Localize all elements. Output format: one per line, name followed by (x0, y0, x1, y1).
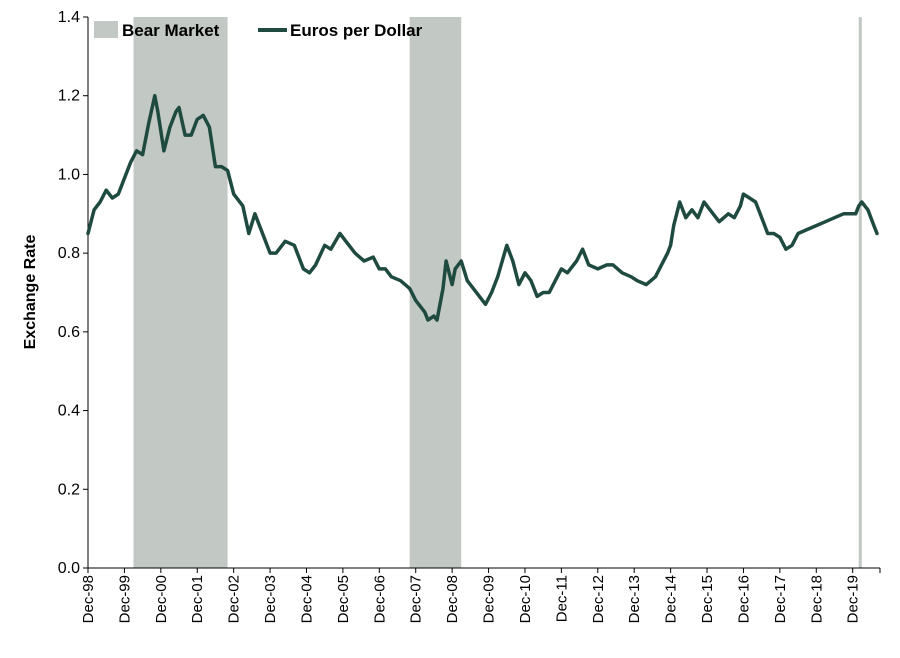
x-tick-label: Dec-16 (735, 575, 752, 623)
x-tick-label: Dec-14 (663, 575, 680, 623)
x-tick-label: Dec-08 (444, 575, 461, 623)
bear-market-band-1 (133, 17, 228, 568)
y-tick-label: 1.2 (58, 88, 80, 105)
x-tick-label: Dec-12 (590, 575, 607, 623)
x-tick-label: Dec-05 (335, 575, 352, 623)
x-tick-label: Dec-01 (189, 575, 206, 623)
x-tick-label: Dec-98 (80, 575, 97, 623)
x-tick-label: Dec-13 (626, 575, 643, 623)
y-tick-label: 1.4 (58, 9, 80, 26)
x-tick-label: Dec-00 (153, 575, 170, 623)
legend-euros-per-dollar-label: Euros per Dollar (290, 21, 423, 40)
y-tick-label: 0.8 (58, 245, 80, 262)
x-tick-label: Dec-06 (371, 575, 388, 623)
x-tick-label: Dec-02 (226, 575, 243, 623)
x-tick-label: Dec-11 (553, 575, 570, 622)
series-layer (86, 93, 879, 322)
x-tick-label: Dec-15 (699, 575, 716, 623)
y-tick-label: 0.2 (58, 481, 80, 498)
x-tick-label: Dec-17 (772, 575, 789, 623)
legend-bear-market-label: Bear Market (122, 21, 220, 40)
x-tick-label: Dec-99 (116, 575, 133, 623)
bear-market-shading (133, 17, 862, 568)
x-tick-label: Dec-09 (481, 575, 498, 623)
bear-market-band-3 (858, 17, 862, 568)
bear-market-band-2 (409, 17, 462, 568)
x-tick-label: Dec-19 (845, 575, 862, 623)
legend: Bear Market Euros per Dollar (94, 21, 423, 40)
x-tick-label: Dec-04 (298, 575, 315, 623)
x-tick-label: Dec-10 (517, 575, 534, 623)
y-axis-label: Exchange Rate (22, 235, 39, 350)
y-tick-label: 0.4 (58, 403, 80, 420)
legend-bear-market-swatch (94, 21, 118, 38)
x-tick-label: Dec-07 (408, 575, 425, 623)
x-tick-label: Dec-18 (808, 575, 825, 623)
series-line-euros-per-dollar (86, 93, 879, 322)
y-tick-label: 1.0 (58, 166, 80, 183)
axes: 0.0 0.2 0.4 0.6 0.8 1.0 1.2 1.4 Dec-98 Dec-99 Dec-… (58, 9, 881, 623)
x-tick-label: Dec-03 (262, 575, 279, 623)
y-tick-label: 0.6 (58, 324, 80, 341)
y-tick-label: 0.0 (58, 560, 80, 577)
